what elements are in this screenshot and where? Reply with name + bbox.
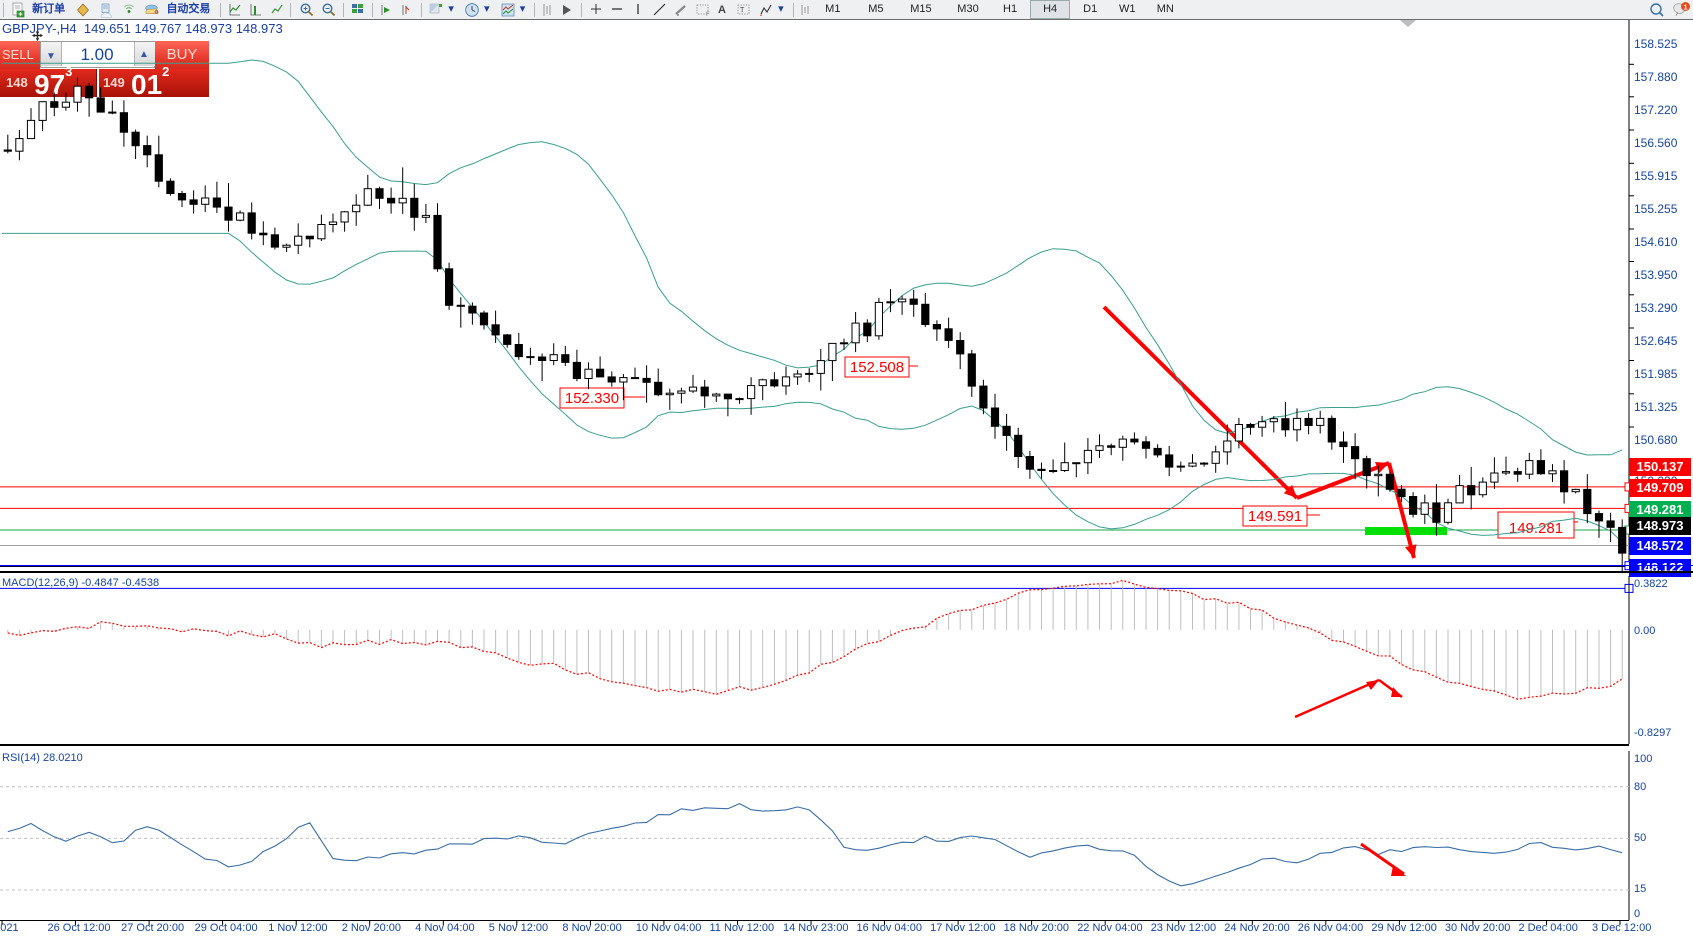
svg-text:A: A [718, 4, 726, 16]
svg-text:152.330: 152.330 [565, 390, 619, 407]
svg-text:1: 1 [1683, 2, 1687, 11]
svg-text:T: T [740, 7, 745, 14]
svg-text:152.508: 152.508 [850, 359, 904, 376]
svg-text:F: F [706, 12, 710, 18]
svg-text:149.591: 149.591 [1248, 508, 1302, 525]
